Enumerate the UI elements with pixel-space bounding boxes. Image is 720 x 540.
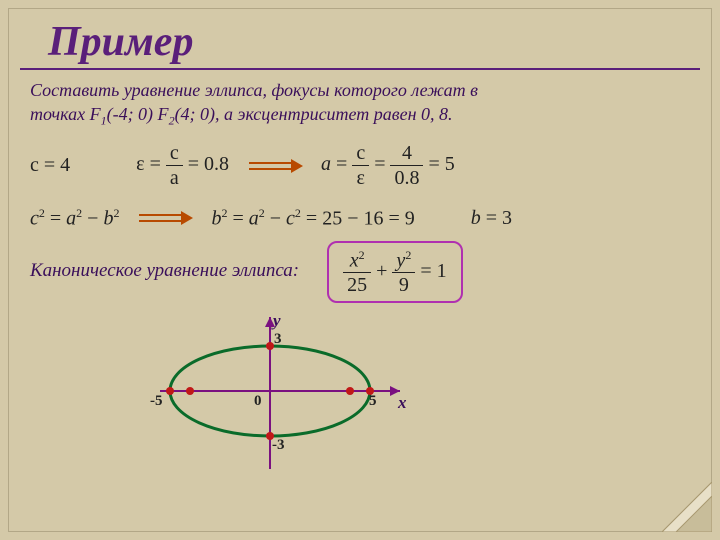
- x-axis-label: x: [398, 393, 407, 413]
- focus-left: [186, 387, 194, 395]
- origin-label: 0: [254, 393, 262, 410]
- page-corner-fold-icon: [662, 482, 712, 532]
- tick-y-max: 3: [274, 331, 282, 348]
- ellipse-graph: y x 3 -3 -5 5 0: [140, 309, 420, 474]
- tick-y-min: -3: [272, 437, 285, 454]
- focus-right: [346, 387, 354, 395]
- vertex-top: [266, 342, 274, 350]
- tick-x-max: 5: [369, 393, 377, 410]
- vertex-left: [166, 387, 174, 395]
- y-axis-label: y: [273, 311, 281, 331]
- tick-x-min: -5: [150, 393, 163, 410]
